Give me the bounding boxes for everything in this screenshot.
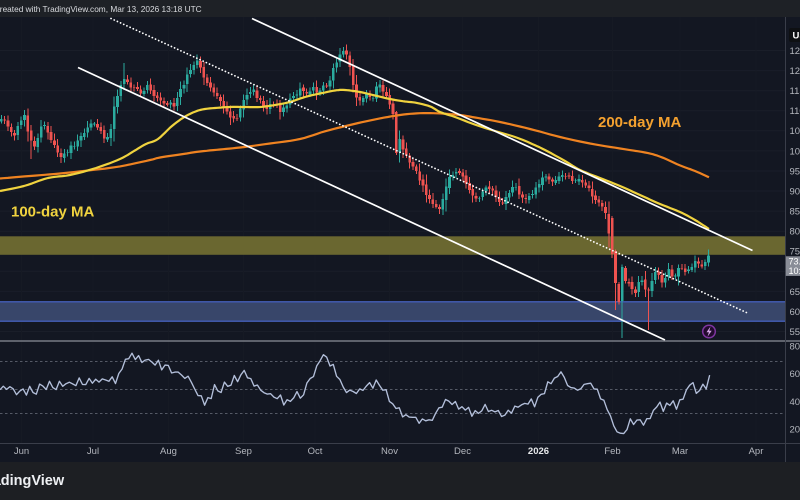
svg-text:110: 110 [790,106,800,117]
svg-text:Sep: Sep [235,446,252,457]
svg-text:105: 105 [790,126,800,137]
svg-text:60: 60 [790,369,800,380]
svg-text:Feb: Feb [604,446,620,457]
svg-text:Mar: Mar [672,446,688,457]
svg-text:80: 80 [790,342,800,353]
svg-text:2026: 2026 [528,446,549,457]
svg-text:115: 115 [790,86,800,97]
svg-text:Aug: Aug [160,446,177,457]
svg-text:Oct: Oct [308,446,323,457]
svg-text:US: US [793,31,800,42]
svg-text:20: 20 [790,424,800,435]
svg-text:100: 100 [790,146,800,157]
svg-text:Nov: Nov [381,446,398,457]
svg-text:10:21:14: 10:21:14 [789,266,800,276]
svg-text:73.57: 73.57 [789,257,800,267]
svg-text:95: 95 [790,166,800,177]
svg-text:Dec: Dec [454,446,471,457]
svg-text:55: 55 [790,327,800,338]
svg-text:80: 80 [790,227,800,238]
svg-text:60: 60 [790,307,800,318]
svg-text:200-day MA: 200-day MA [598,114,682,131]
svg-text:Created with TradingView.com,: Created with TradingView.com, Mar 13, 20… [0,4,202,14]
svg-text:TradingView: TradingView [0,473,65,489]
svg-text:100-day MA: 100-day MA [11,204,95,221]
svg-text:90: 90 [790,186,800,197]
svg-text:Jul: Jul [87,446,99,457]
svg-text:75: 75 [790,247,800,258]
svg-text:Apr: Apr [749,446,764,457]
svg-text:125: 125 [790,46,800,57]
svg-text:85: 85 [790,207,800,218]
svg-text:65: 65 [790,287,800,298]
svg-text:Jun: Jun [14,446,29,457]
svg-text:120: 120 [790,66,800,77]
svg-text:40: 40 [790,397,800,408]
